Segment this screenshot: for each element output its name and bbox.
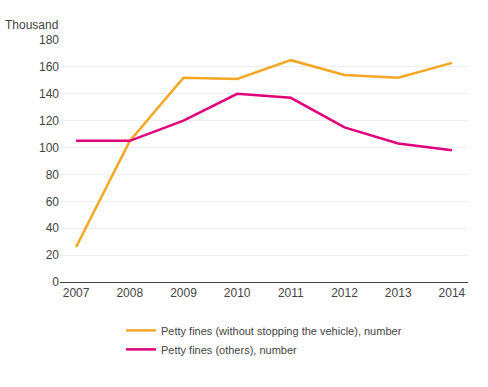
svg-text:2009: 2009: [170, 286, 197, 300]
svg-text:180: 180: [39, 33, 59, 47]
svg-text:2007: 2007: [63, 286, 90, 300]
svg-text:Petty fines (without stopping: Petty fines (without stopping the vehicl…: [161, 325, 402, 337]
svg-text:140: 140: [39, 87, 59, 101]
svg-text:0: 0: [52, 275, 59, 289]
svg-text:2014: 2014: [439, 286, 466, 300]
svg-text:60: 60: [46, 195, 60, 209]
svg-text:160: 160: [39, 60, 59, 74]
svg-text:Thousand: Thousand: [5, 18, 58, 32]
svg-text:2010: 2010: [224, 286, 251, 300]
svg-text:20: 20: [46, 248, 60, 262]
svg-text:2008: 2008: [116, 286, 143, 300]
svg-text:100: 100: [39, 141, 59, 155]
svg-text:80: 80: [46, 168, 60, 182]
svg-text:Petty fines (others), number: Petty fines (others), number: [161, 344, 297, 356]
svg-text:2013: 2013: [385, 286, 412, 300]
svg-text:120: 120: [39, 114, 59, 128]
svg-text:40: 40: [46, 221, 60, 235]
svg-text:2012: 2012: [331, 286, 358, 300]
svg-text:2011: 2011: [278, 286, 304, 300]
